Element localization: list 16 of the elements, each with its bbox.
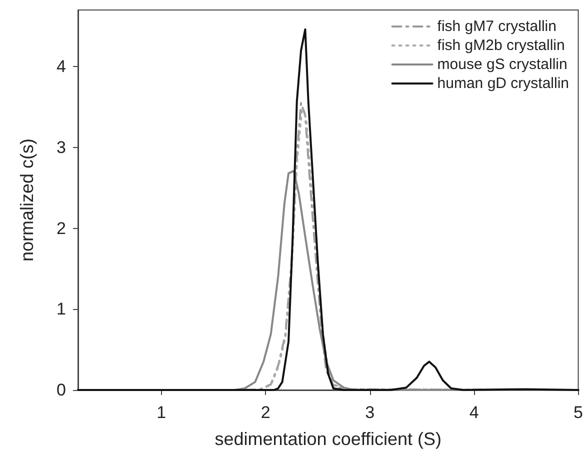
y-axis-title: normalized c(s): [17, 138, 37, 262]
y-tick-label: 0: [56, 380, 66, 400]
y-tick-label: 4: [56, 57, 66, 76]
legend-label: fish gM2b crystallin: [437, 37, 565, 54]
x-tick-label: 1: [156, 403, 166, 422]
legend-label: human gD crystallin: [437, 75, 569, 92]
y-tick-label: 1: [56, 300, 66, 319]
x-tick-label: 4: [469, 403, 479, 422]
x-tick-label: 2: [260, 403, 270, 422]
x-tick-label: 5: [574, 403, 584, 422]
x-tick-label: 3: [365, 403, 375, 422]
legend-label: mouse gS crystallin: [437, 56, 568, 73]
x-axis-title: sedimentation coefficient (S): [214, 429, 442, 449]
legend-label: fish gM7 crystallin: [437, 18, 556, 35]
y-tick-label: 2: [56, 218, 66, 238]
y-tick-label: 3: [56, 138, 66, 157]
